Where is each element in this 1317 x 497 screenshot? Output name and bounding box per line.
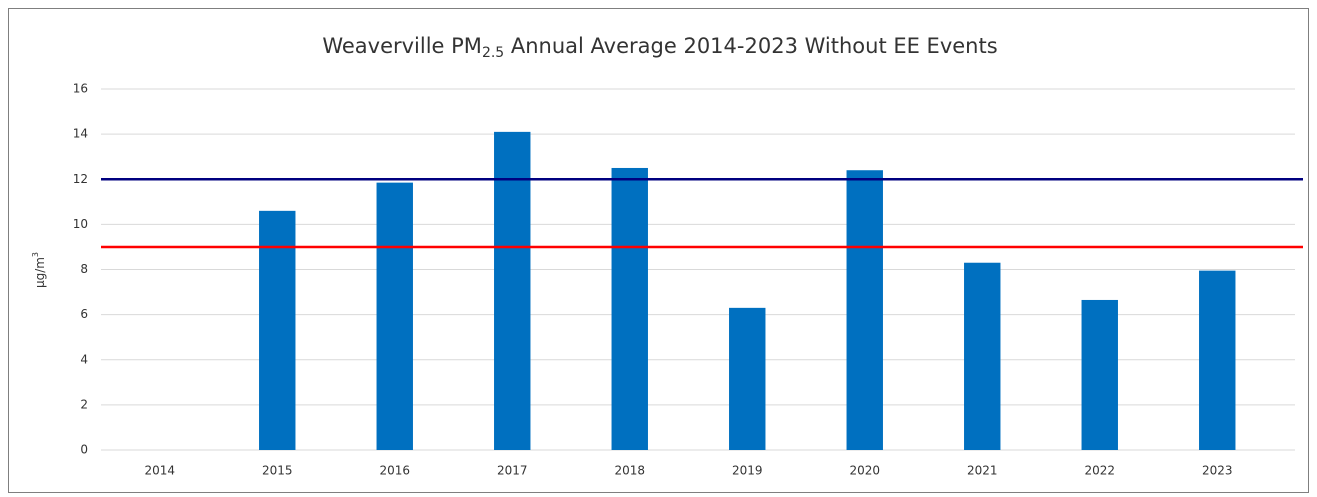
bar xyxy=(259,210,296,450)
y-label-main: µg/m xyxy=(33,257,47,288)
x-tick-label: 2021 xyxy=(967,464,998,478)
x-tick-label: 2020 xyxy=(849,464,880,478)
y-tick-label: 12 xyxy=(73,172,88,186)
x-tick-label: 2019 xyxy=(732,464,763,478)
title-main: Weaverville PM xyxy=(322,34,482,58)
bar xyxy=(1081,299,1118,450)
chart-title: Weaverville PM2.5 Annual Average 2014-20… xyxy=(322,34,997,61)
y-label-superscript: 3 xyxy=(31,252,40,257)
bar xyxy=(494,131,531,450)
x-tick-label: 2022 xyxy=(1084,464,1115,478)
bar xyxy=(964,262,1001,450)
x-tick-label: 2018 xyxy=(614,464,645,478)
bar xyxy=(1199,270,1236,450)
title-rest: Annual Average 2014-2023 Without EE Even… xyxy=(504,34,997,58)
x-tick-label: 2014 xyxy=(144,464,175,478)
y-tick-label: 16 xyxy=(73,82,88,96)
bar xyxy=(729,307,766,450)
bar xyxy=(376,182,413,450)
y-tick-label: 0 xyxy=(80,443,88,457)
x-tick-label: 2017 xyxy=(497,464,528,478)
x-tick-label: 2015 xyxy=(262,464,293,478)
title-subscript: 2.5 xyxy=(482,45,504,61)
y-tick-label: 4 xyxy=(80,352,88,366)
y-tick-label: 14 xyxy=(73,127,88,141)
y-axis-label: µg/m3 xyxy=(31,252,47,288)
y-tick-label: 6 xyxy=(80,307,88,321)
x-tick-label: 2023 xyxy=(1202,464,1233,478)
y-tick-label: 10 xyxy=(73,217,88,231)
bar xyxy=(611,167,648,450)
x-tick-label: 2016 xyxy=(379,464,410,478)
y-tick-label: 2 xyxy=(80,397,88,411)
y-tick-label: 8 xyxy=(80,262,88,276)
bar xyxy=(846,170,883,450)
